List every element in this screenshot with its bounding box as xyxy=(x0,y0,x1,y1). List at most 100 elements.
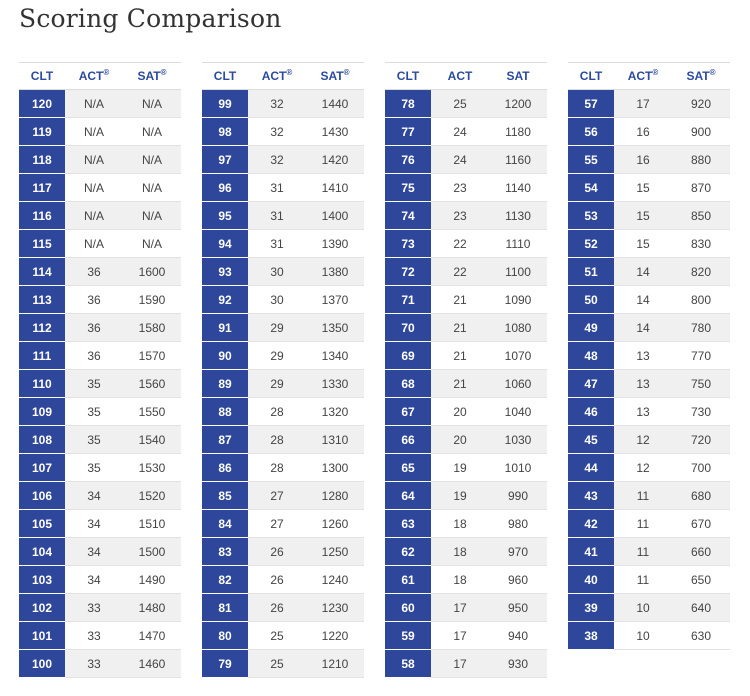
act-cell: 33 xyxy=(65,622,123,650)
act-cell: 15 xyxy=(614,230,672,258)
table-row: 60 17 950 xyxy=(385,594,547,622)
sat-cell: 1520 xyxy=(123,482,181,510)
clt-cell: 97 xyxy=(202,146,248,174)
table-row: 79 25 1210 xyxy=(202,650,364,678)
table-row: 114 36 1600 xyxy=(19,258,181,286)
table-row: 50 14 800 xyxy=(568,286,730,314)
column-header-act: ACT xyxy=(431,62,489,90)
act-cell: 24 xyxy=(431,146,489,174)
sat-cell: 1040 xyxy=(489,398,547,426)
clt-cell: 57 xyxy=(568,90,614,118)
table-row: 91 29 1350 xyxy=(202,314,364,342)
table-row: 57 17 920 xyxy=(568,90,730,118)
table-row: 106 34 1520 xyxy=(19,482,181,510)
sat-cell: 1560 xyxy=(123,370,181,398)
sat-cell: 1580 xyxy=(123,314,181,342)
act-cell: 12 xyxy=(614,426,672,454)
clt-cell: 68 xyxy=(385,370,431,398)
table-row: 53 15 850 xyxy=(568,202,730,230)
sat-cell: 1430 xyxy=(306,118,364,146)
clt-cell: 44 xyxy=(568,454,614,482)
header-row: CLT ACT® SAT® xyxy=(19,62,181,90)
registered-mark: ® xyxy=(343,68,350,77)
act-cell: 35 xyxy=(65,370,123,398)
table-row: 96 31 1410 xyxy=(202,174,364,202)
act-cell: 30 xyxy=(248,286,306,314)
sat-cell: 880 xyxy=(672,146,730,174)
clt-cell: 50 xyxy=(568,286,614,314)
sat-cell: 1500 xyxy=(123,538,181,566)
clt-cell: 55 xyxy=(568,146,614,174)
clt-cell: 78 xyxy=(385,90,431,118)
clt-cell: 103 xyxy=(19,566,65,594)
header-row: CLT ACT® SAT® xyxy=(202,62,364,90)
act-cell: 34 xyxy=(65,538,123,566)
act-cell: N/A xyxy=(65,146,123,174)
act-cell: 25 xyxy=(248,650,306,678)
sat-cell: 1280 xyxy=(306,482,364,510)
clt-cell: 87 xyxy=(202,426,248,454)
clt-cell: 72 xyxy=(385,258,431,286)
table-row: 68 21 1060 xyxy=(385,370,547,398)
act-cell: 19 xyxy=(431,482,489,510)
column-header-label: SAT xyxy=(686,69,710,83)
sat-cell: 800 xyxy=(672,286,730,314)
clt-cell: 94 xyxy=(202,230,248,258)
clt-cell: 92 xyxy=(202,286,248,314)
sat-cell: 830 xyxy=(672,230,730,258)
clt-cell: 42 xyxy=(568,510,614,538)
act-cell: N/A xyxy=(65,118,123,146)
table-row: 51 14 820 xyxy=(568,258,730,286)
table-row: 62 18 970 xyxy=(385,538,547,566)
act-cell: N/A xyxy=(65,90,123,118)
column-header-label: ACT xyxy=(78,69,104,83)
sat-cell: 780 xyxy=(672,314,730,342)
table-row: 73 22 1110 xyxy=(385,230,547,258)
clt-cell: 86 xyxy=(202,454,248,482)
clt-cell: 62 xyxy=(385,538,431,566)
act-cell: 34 xyxy=(65,566,123,594)
clt-cell: 93 xyxy=(202,258,248,286)
column-header-act: ACT® xyxy=(248,62,306,90)
sat-cell: 1510 xyxy=(123,510,181,538)
act-cell: 28 xyxy=(248,454,306,482)
sat-cell: 1300 xyxy=(306,454,364,482)
act-cell: 29 xyxy=(248,342,306,370)
column-header-sat: SAT® xyxy=(672,62,730,90)
sat-cell: 1180 xyxy=(489,118,547,146)
sat-cell: 850 xyxy=(672,202,730,230)
table-row: 59 17 940 xyxy=(385,622,547,650)
act-cell: 17 xyxy=(431,594,489,622)
table-row: 94 31 1390 xyxy=(202,230,364,258)
act-cell: 36 xyxy=(65,314,123,342)
sat-cell: 1380 xyxy=(306,258,364,286)
act-cell: 32 xyxy=(248,90,306,118)
table-row: 100 33 1460 xyxy=(19,650,181,678)
sat-cell: 1460 xyxy=(123,650,181,678)
act-cell: 21 xyxy=(431,370,489,398)
sat-cell: 920 xyxy=(672,90,730,118)
act-cell: 33 xyxy=(65,650,123,678)
act-cell: 36 xyxy=(65,342,123,370)
sat-cell: 1310 xyxy=(306,426,364,454)
table-row: 56 16 900 xyxy=(568,118,730,146)
table-row: 44 12 700 xyxy=(568,454,730,482)
column-header-sat: SAT xyxy=(489,62,547,90)
table-row: 101 33 1470 xyxy=(19,622,181,650)
act-cell: 17 xyxy=(431,622,489,650)
column-header-label: CLT xyxy=(396,69,420,83)
table-row: 115 N/A N/A xyxy=(19,230,181,258)
sat-cell: 1600 xyxy=(123,258,181,286)
score-table-4: CLT ACT® SAT® 57 17 920 56 16 900 55 16 880 54 15 870 5… xyxy=(568,62,730,650)
act-cell: 32 xyxy=(248,118,306,146)
act-cell: 18 xyxy=(431,566,489,594)
sat-cell: 1570 xyxy=(123,342,181,370)
table-row: 87 28 1310 xyxy=(202,426,364,454)
act-cell: 23 xyxy=(431,202,489,230)
sat-cell: 940 xyxy=(489,622,547,650)
act-cell: 16 xyxy=(614,146,672,174)
clt-cell: 64 xyxy=(385,482,431,510)
act-cell: 14 xyxy=(614,286,672,314)
clt-cell: 104 xyxy=(19,538,65,566)
clt-cell: 51 xyxy=(568,258,614,286)
